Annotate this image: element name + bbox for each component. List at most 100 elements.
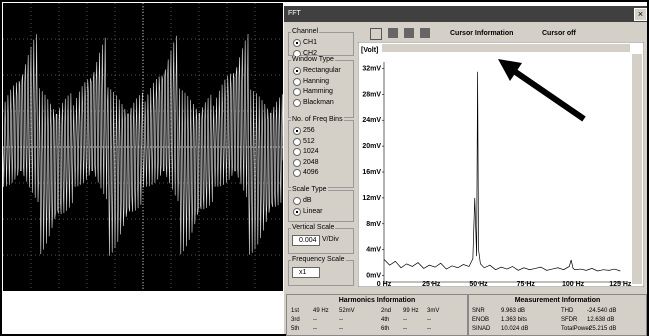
radio-label: 256: [303, 127, 315, 135]
radio-dot: [296, 130, 298, 132]
group-label: Channel: [291, 28, 319, 36]
info-table: Harmonics Information 1st 49 Hz 52mV 2nd 99 H…: [286, 294, 468, 336]
tool-icon[interactable]: [388, 28, 398, 38]
cursor-info-label: Cursor Information: [450, 30, 513, 38]
table-cell: 12.638 dB: [587, 316, 614, 324]
table-cell: -25.215 dB: [587, 325, 616, 333]
group-label: Window Type: [291, 56, 335, 64]
table-cell: 9.963 dB: [501, 307, 525, 315]
pointer-tool[interactable]: [370, 28, 382, 40]
h-scrollbar[interactable]: [382, 44, 630, 52]
y-tick-label: 16mV: [362, 169, 381, 176]
y-tick-label: 32mV: [362, 65, 381, 72]
table-cell: 5th: [291, 325, 299, 333]
radio-dot: [296, 70, 298, 72]
table-title: Harmonics Information: [287, 297, 467, 305]
radio-button[interactable]: [293, 127, 301, 135]
radio-label: 2048: [303, 159, 319, 167]
radio-button[interactable]: [293, 78, 301, 86]
y-tick-label: 12mV: [362, 195, 381, 202]
y-tick-label: 24mV: [362, 117, 381, 124]
close-button[interactable]: ×: [634, 8, 647, 21]
toolbar: Cursor Information Cursor off: [356, 24, 646, 44]
table-title: Measurement Information: [469, 297, 646, 305]
table-cell: 52mV: [339, 307, 355, 315]
radio-button[interactable]: [293, 88, 301, 96]
v-scrollbar[interactable]: [632, 54, 642, 284]
spin-box[interactable]: 0.004: [292, 235, 320, 246]
table-cell: --: [339, 325, 343, 333]
table-cell: 99 Hz: [403, 307, 419, 315]
cursor-state: Cursor off: [542, 30, 576, 38]
table-cell: 49 Hz: [313, 307, 329, 315]
radio-button[interactable]: [293, 99, 301, 107]
spin-value: x1: [299, 269, 306, 277]
radio-button[interactable]: [293, 159, 301, 167]
table-cell: --: [403, 325, 407, 333]
radio-button[interactable]: [293, 197, 301, 205]
radio-dot: [296, 42, 298, 44]
arrow-shaft: [514, 71, 584, 119]
y-tick-label: 20mV: [362, 143, 381, 150]
radio-label: 1024: [303, 148, 319, 156]
spin-value: 0.004: [299, 237, 317, 245]
table-cell: 1st: [291, 307, 299, 315]
table-cell: --: [427, 325, 431, 333]
y-tick-label: 8mV: [366, 221, 381, 228]
table-cell: SFDR: [561, 316, 577, 324]
radio-label: Blackman: [303, 99, 334, 107]
tool-icon[interactable]: [404, 28, 414, 38]
table-cell: 4th: [381, 316, 389, 324]
radio-button[interactable]: [293, 39, 301, 47]
table-cell: 1.363 bits: [501, 316, 527, 324]
radio-button[interactable]: [293, 67, 301, 75]
window-title: FFT: [288, 10, 301, 18]
y-tick-label: 0mV: [366, 273, 381, 280]
spin-unit: V/Div: [322, 236, 339, 244]
table-cell: THD: [561, 307, 573, 315]
table-cell: SNR: [472, 307, 485, 315]
tool-icon[interactable]: [420, 28, 430, 38]
radio-label: Rectangular: [303, 67, 341, 75]
radio-label: Hanning: [303, 78, 329, 86]
info-table: Measurement InformationSNR9.963 dBTHD-24…: [468, 294, 647, 336]
table-cell: 3rd: [291, 316, 300, 324]
title-bar: FFT ×: [284, 6, 647, 22]
annotation: [492, 57, 592, 127]
table-cell: 2nd: [381, 307, 391, 315]
radio-button[interactable]: [293, 138, 301, 146]
y-axis-label: [Volt]: [361, 47, 378, 54]
radio-label: 512: [303, 138, 315, 146]
arrow-head: [498, 59, 522, 81]
table-cell: --: [427, 316, 431, 324]
y-tick-label: 4mV: [366, 247, 381, 254]
table-cell: --: [403, 316, 407, 324]
radio-label: Hamming: [303, 88, 333, 96]
table-cell: --: [313, 316, 317, 324]
table-cell: 3mV: [427, 307, 439, 315]
oscilloscope: [3, 3, 283, 291]
radio-label: Linear: [303, 208, 322, 216]
radio-button[interactable]: [293, 169, 301, 177]
table-cell: --: [339, 316, 343, 324]
screenshot: FFT × Cursor Information Cursor off Chan…: [0, 0, 649, 336]
group-label: No. of Freq Bins: [291, 116, 344, 124]
radio-button[interactable]: [293, 148, 301, 156]
spin-box[interactable]: x1: [292, 267, 320, 278]
radio-label: CH1: [303, 39, 317, 47]
table-cell: SINAD: [472, 325, 490, 333]
group-label: Vertical Scale: [291, 224, 335, 232]
y-tick-label: 28mV: [362, 91, 381, 98]
radio-label: dB: [303, 197, 312, 205]
group-label: Frequency Scale: [291, 256, 346, 264]
table-cell: --: [313, 325, 317, 333]
radio-label: 4096: [303, 169, 319, 177]
group-box: [288, 190, 354, 222]
radio-dot: [296, 211, 298, 213]
info-tables: Harmonics Information 1st 49 Hz 52mV 2nd 99 H…: [286, 294, 646, 334]
table-cell: 6th: [381, 325, 389, 333]
table-cell: 10.024 dB: [501, 325, 528, 333]
radio-button[interactable]: [293, 208, 301, 216]
group-label: Scale Type: [291, 186, 328, 194]
